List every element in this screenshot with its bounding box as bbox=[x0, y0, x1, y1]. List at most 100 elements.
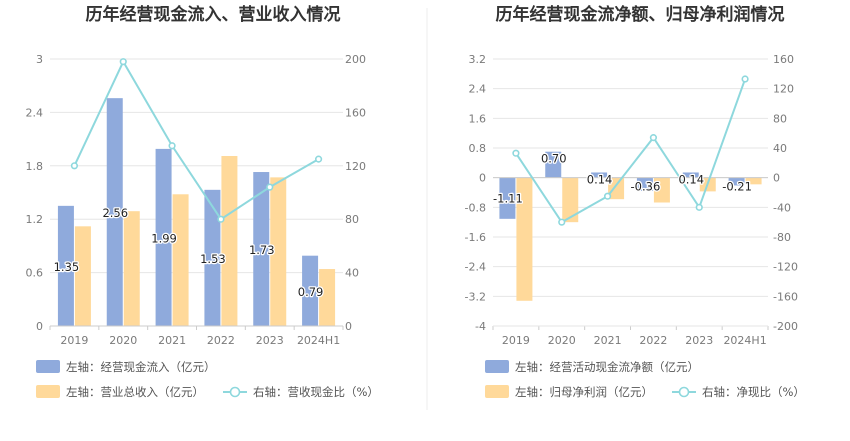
left-axis-tick-label: -3.2 bbox=[465, 290, 486, 303]
left-axis-tick-label: 2.4 bbox=[26, 106, 44, 119]
left-axis-tick-label: -4 bbox=[475, 320, 486, 333]
right-axis-tick-label: -80 bbox=[773, 231, 791, 244]
ratio-line bbox=[73, 59, 320, 221]
right-axis-tick-label: 160 bbox=[773, 53, 794, 66]
bar-primary bbox=[545, 151, 562, 178]
bar-secondary bbox=[745, 177, 762, 185]
left-axis-tick-label: -2.4 bbox=[465, 261, 486, 274]
right-axis-tick-label: -40 bbox=[773, 201, 791, 214]
ratio-point bbox=[119, 58, 127, 66]
bar-secondary bbox=[319, 269, 336, 326]
legend-swatch bbox=[36, 385, 60, 398]
right-axis-tick-label: 0 bbox=[345, 320, 352, 333]
x-axis-tick-label: 2020 bbox=[109, 334, 137, 347]
ratio-point bbox=[741, 75, 749, 83]
bar-primary bbox=[253, 172, 270, 326]
bar-data-label: -1.11 bbox=[493, 192, 523, 206]
bar-secondary bbox=[172, 194, 189, 326]
left-axis-tick-label: -1.6 bbox=[465, 231, 486, 244]
left-axis-tick-label: 3 bbox=[36, 53, 43, 66]
bar-primary bbox=[57, 205, 74, 326]
bar-data-label: -0.21 bbox=[722, 180, 752, 194]
x-axis-tick-label: 2020 bbox=[548, 334, 576, 347]
legend-marker bbox=[229, 386, 241, 398]
ratio-line bbox=[515, 78, 747, 224]
ratio-point bbox=[558, 218, 566, 226]
right-axis-tick-label: -160 bbox=[773, 290, 798, 303]
left-axis-tick-label: 3.2 bbox=[469, 53, 487, 66]
left-axis-tick-label: -0.8 bbox=[465, 201, 486, 214]
plot-area: -4 -3.2 -2.4 -1.6 -0.8 0 0.8 1.6 2.4 3.2 -200 -160 -… bbox=[465, 53, 798, 347]
bar-data-label: 1.35 bbox=[54, 260, 80, 274]
legend-swatch bbox=[36, 360, 60, 373]
legend-marker bbox=[678, 386, 690, 398]
x-axis-tick-label: 2022 bbox=[207, 334, 235, 347]
x-axis-tick-label: 2024H1 bbox=[723, 334, 766, 347]
x-axis-tick-label: 2023 bbox=[685, 334, 713, 347]
chart-legend: 左轴：经营现金流入（亿元） 左轴：营业总收入（亿元） 右轴：营收现金比（%） bbox=[36, 360, 379, 399]
left-axis-tick-label: 1.8 bbox=[26, 160, 44, 173]
legend-swatch bbox=[485, 360, 509, 373]
bar-data-label: 0.70 bbox=[541, 152, 567, 166]
cash-inflow-revenue-chart: 历年经营现金流入、营业收入情况 0 0.6 1.2 1.8 2.4 3 0 40 80 120 16… bbox=[26, 4, 379, 399]
bar-secondary bbox=[516, 177, 533, 301]
bar-secondary bbox=[221, 156, 238, 326]
legend-label: 右轴：营收现金比（%） bbox=[253, 385, 379, 399]
left-axis-tick-label: 2.4 bbox=[469, 83, 487, 96]
bar-secondary bbox=[608, 177, 625, 200]
x-axis-tick-label: 2022 bbox=[639, 334, 667, 347]
right-axis-tick-label: 120 bbox=[345, 160, 366, 173]
legend-label: 左轴：经营现金流入（亿元） bbox=[66, 360, 216, 374]
ratio-point bbox=[70, 162, 79, 170]
right-axis-tick-label: 80 bbox=[345, 213, 359, 226]
bar-data-label: 0.14 bbox=[587, 172, 613, 186]
legend-swatch bbox=[485, 385, 509, 398]
ratio-point bbox=[266, 183, 274, 191]
right-axis-tick-label: 0 bbox=[773, 172, 780, 185]
x-axis-tick-label: 2021 bbox=[594, 334, 622, 347]
left-axis-tick-label: 1.2 bbox=[26, 213, 44, 226]
legend-label: 左轴：经营活动现金流净额（亿元） bbox=[515, 360, 699, 374]
bar-secondary bbox=[562, 177, 579, 223]
right-axis-tick-label: -200 bbox=[773, 320, 798, 333]
right-axis-tick-label: 40 bbox=[773, 142, 787, 155]
left-axis-tick-label: 0 bbox=[479, 172, 486, 185]
bar-data-label: 1.53 bbox=[200, 252, 226, 266]
chart-legend: 左轴：经营活动现金流净额（亿元） 左轴：归母净利润（亿元） 右轴：净现比（%） bbox=[485, 360, 805, 399]
chart-title: 历年经营现金流入、营业收入情况 bbox=[86, 4, 341, 25]
bar-secondary bbox=[270, 177, 287, 326]
bar-data-label: 1.73 bbox=[249, 243, 275, 257]
ratio-point bbox=[512, 149, 520, 157]
right-axis-tick-label: 200 bbox=[345, 53, 366, 66]
left-axis-tick-label: 0 bbox=[36, 320, 43, 333]
ratio-point bbox=[649, 134, 658, 142]
ratio-point bbox=[217, 215, 225, 223]
right-axis-tick-label: -120 bbox=[773, 261, 798, 274]
bar-primary bbox=[636, 177, 653, 192]
chart-title: 历年经营现金流净额、归母净利润情况 bbox=[496, 4, 785, 25]
left-axis-tick-label: 0.6 bbox=[26, 267, 44, 280]
left-axis-tick-label: 1.6 bbox=[469, 112, 487, 125]
bar-primary bbox=[499, 177, 516, 219]
right-axis-tick-label: 80 bbox=[773, 112, 787, 125]
x-axis-tick-label: 2021 bbox=[158, 334, 186, 347]
ratio-point bbox=[314, 155, 323, 163]
legend-label: 左轴：归母净利润（亿元） bbox=[515, 385, 653, 399]
bar-data-label: -0.36 bbox=[631, 180, 661, 194]
net-cash-flow-profit-chart: 历年经营现金流净额、归母净利润情况 -4 -3.2 -2.4 -1.6 -0.8 0 0.8… bbox=[465, 4, 805, 399]
right-axis-tick-label: 160 bbox=[345, 106, 366, 119]
legend-label: 左轴：营业总收入（亿元） bbox=[66, 385, 204, 399]
x-axis-tick-label: 2019 bbox=[502, 334, 530, 347]
ratio-point bbox=[168, 142, 176, 150]
bar-data-label: 0.14 bbox=[678, 172, 704, 186]
bar-data-label: 1.99 bbox=[151, 231, 177, 245]
bar-data-label: 0.79 bbox=[298, 285, 324, 299]
bar-primary bbox=[155, 148, 172, 326]
x-axis-tick-label: 2024H1 bbox=[297, 334, 340, 347]
bar-data-label: 2.56 bbox=[102, 206, 128, 220]
right-axis-tick-label: 120 bbox=[773, 83, 794, 96]
bar-primary bbox=[106, 98, 123, 326]
bar-primary bbox=[302, 255, 319, 326]
right-axis-tick-label: 40 bbox=[345, 267, 359, 280]
